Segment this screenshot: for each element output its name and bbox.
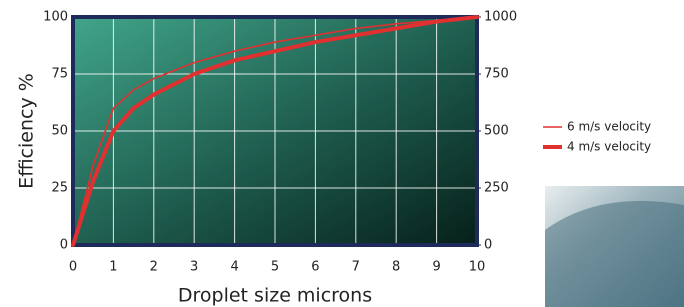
legend-label: 4 m/s velocity [567,140,651,154]
x-tick-label: 8 [392,260,400,275]
x-tick-label: 3 [190,260,198,275]
x-tick-label: 0 [69,260,77,275]
y-tick-label: 50 [51,124,68,139]
y-tick-label: 100 [43,10,68,25]
x-tick-label: 9 [432,260,440,275]
x-tick-label: 5 [271,260,279,275]
y2-tick-label: 0 [484,238,492,253]
x-tick-label: 2 [150,260,158,275]
x-tick-label: 4 [230,260,238,275]
y2-tick-label: 500 [484,124,509,139]
y2-tick-label: 250 [484,181,509,196]
y2-tick-label: 750 [484,67,509,82]
x-axis-title: Droplet size microns [178,285,372,307]
y-tick-label: 0 [60,238,68,253]
y-tick-label: 75 [51,67,68,82]
y2-tick-label: 1000 [484,10,517,25]
chart: Droplet size microns Efficiency % 0 1 2 3 4 5… [0,0,684,307]
x-tick-label: 10 [469,260,486,275]
y-axis-title: Efficiency % [16,73,38,189]
legend-label: 6 m/s velocity [567,120,651,134]
x-tick-label: 1 [109,260,117,275]
x-tick-label: 6 [311,260,319,275]
x-tick-label: 7 [352,260,360,275]
y-tick-label: 25 [51,181,68,196]
